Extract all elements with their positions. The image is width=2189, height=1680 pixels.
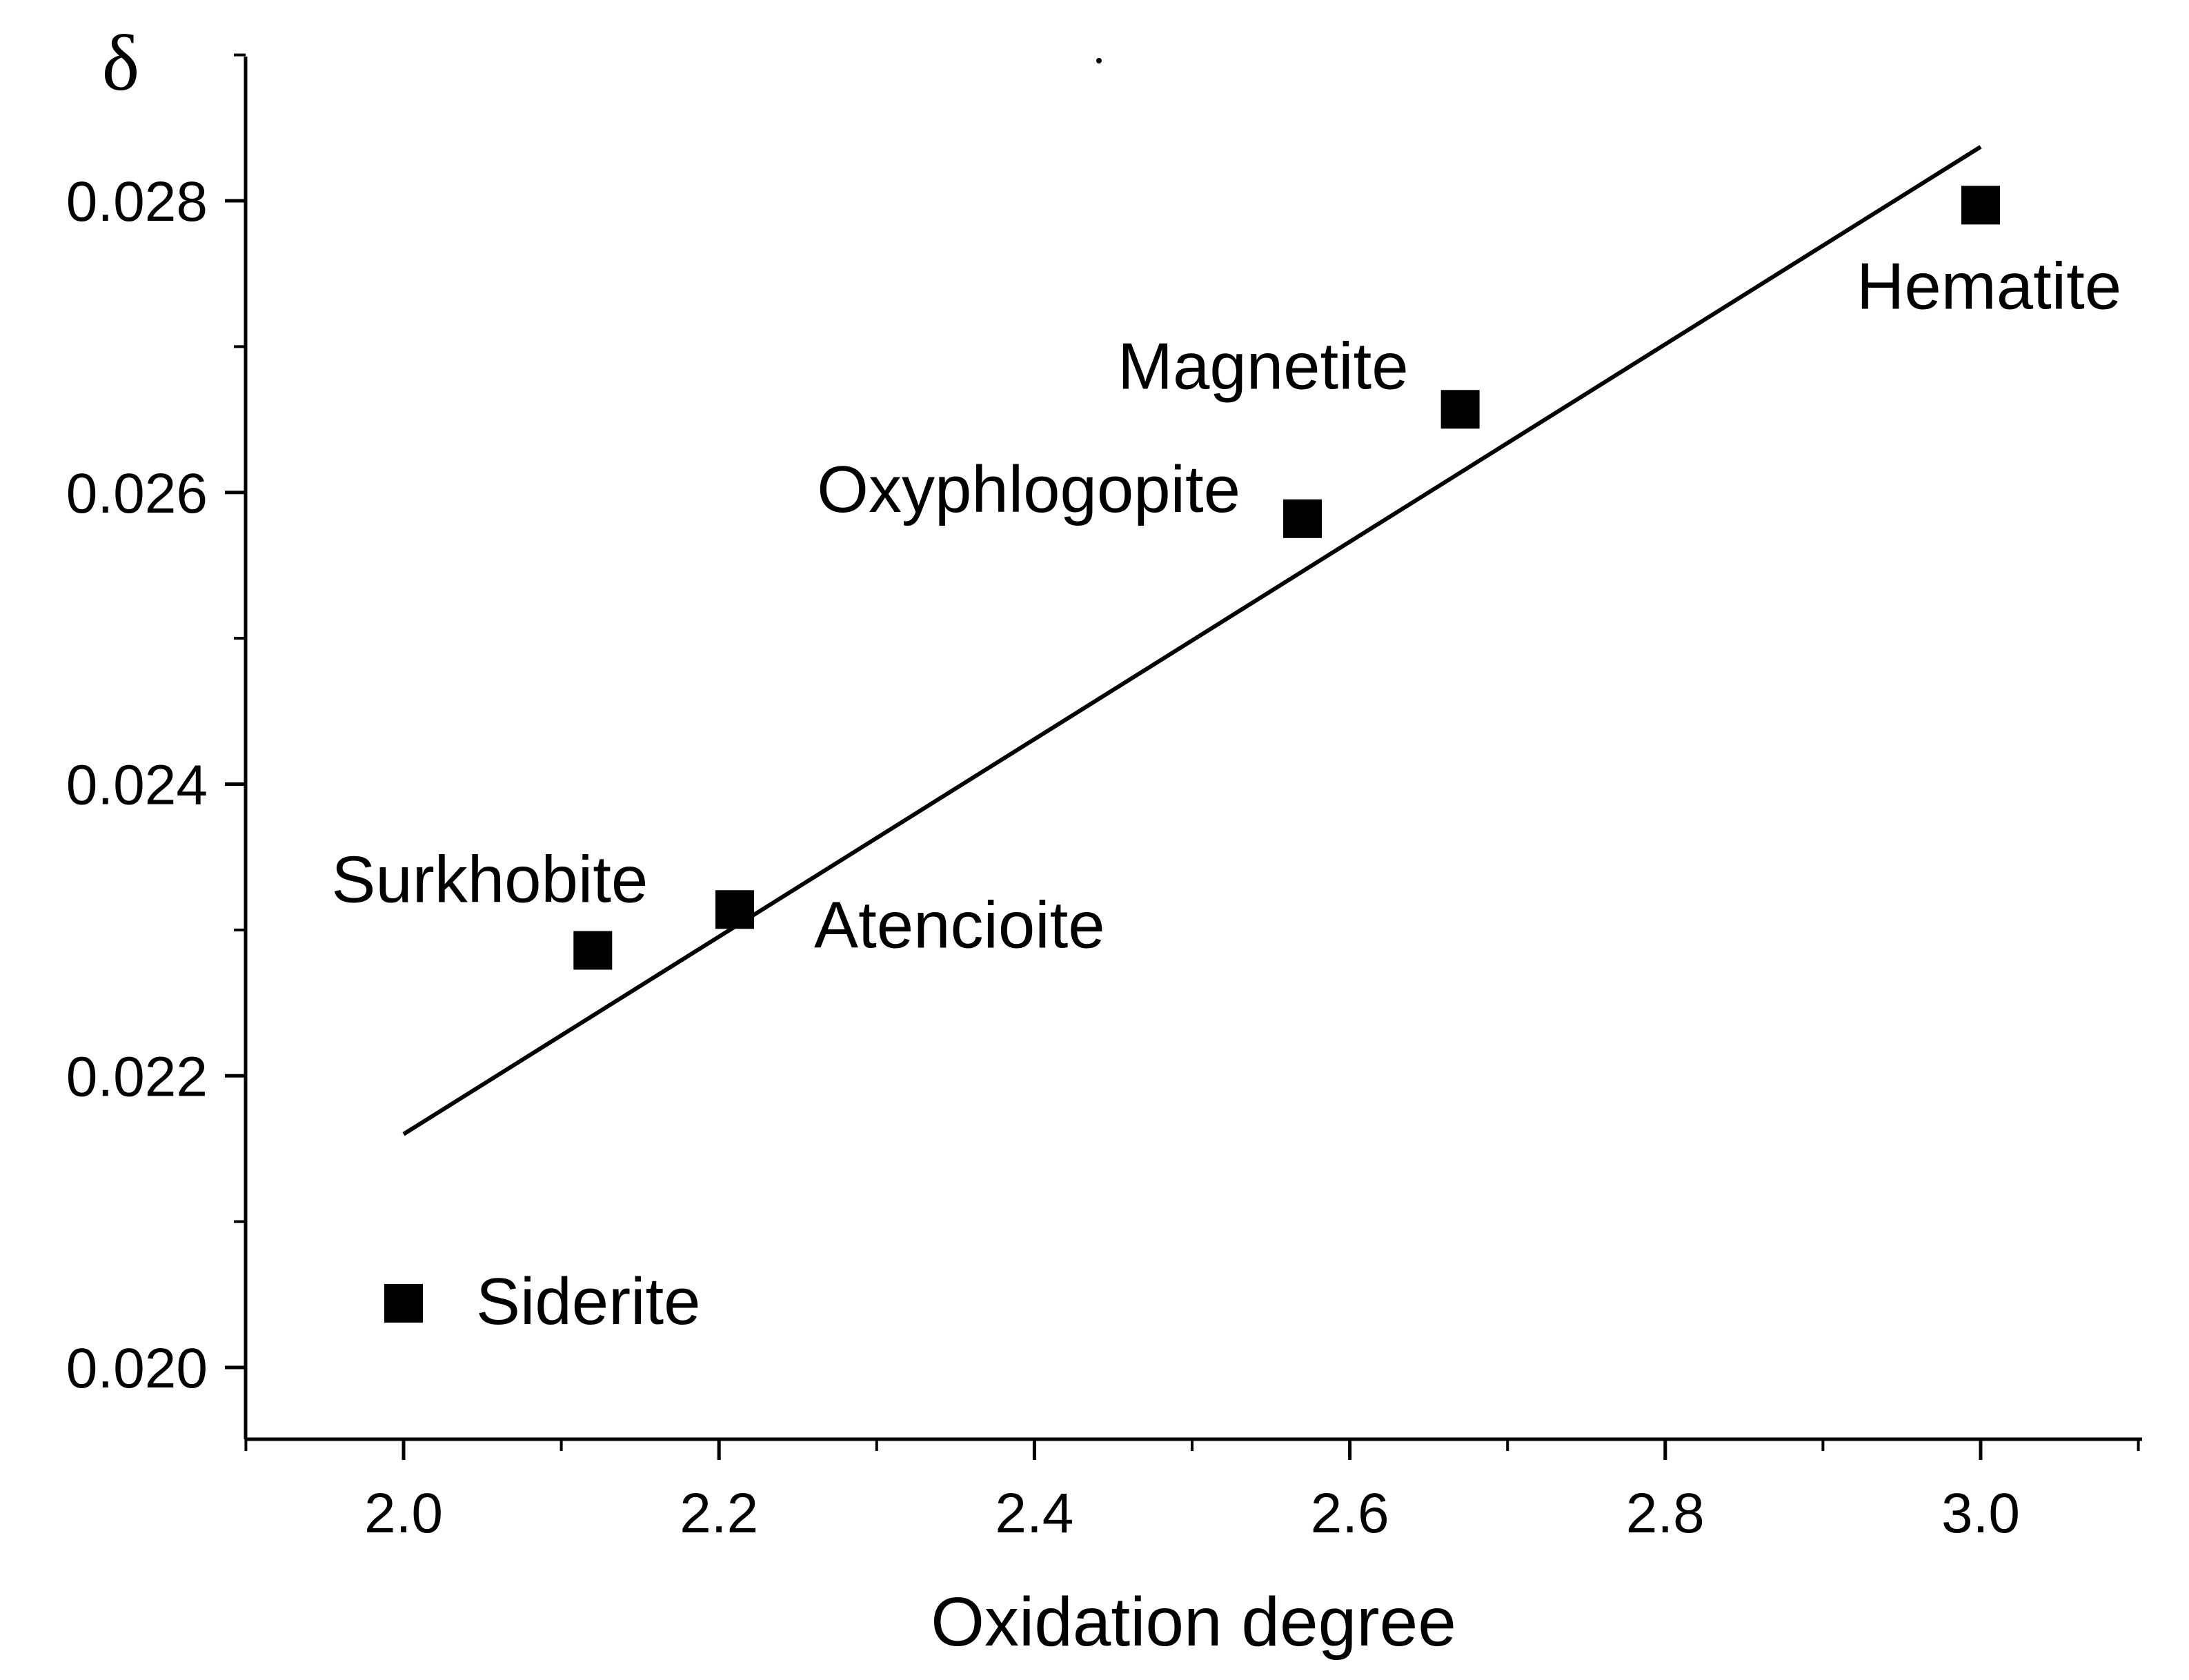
point-label: Oxyphlogopite xyxy=(817,453,1240,526)
point-marker xyxy=(573,931,613,970)
point-label: Magnetite xyxy=(1118,329,1409,403)
point-marker xyxy=(1440,390,1480,429)
point-label: Hematite xyxy=(1856,249,2121,323)
point-marker xyxy=(1283,499,1323,538)
y-ticks: 0.020 0.022 0.024 0.026 0.028 xyxy=(66,53,246,1400)
point-label: Surkhobite xyxy=(331,842,648,916)
x-ticks: 2.0 2.2 2.4 2.6 2.8 3.0 xyxy=(244,1439,2140,1545)
data-points: Siderite Surkhobite Atencioite Oxyphlogopit… xyxy=(331,186,2121,1338)
point-marker xyxy=(384,1283,423,1323)
y-tick-label: 0.028 xyxy=(66,170,208,233)
x-tick-label: 2.2 xyxy=(680,1482,758,1545)
x-axis-title: Oxidation degree xyxy=(931,1583,1456,1661)
x-tick-label: 2.6 xyxy=(1311,1482,1389,1545)
point-label: Siderite xyxy=(476,1265,701,1338)
y-tick-label: 0.024 xyxy=(66,754,208,817)
fit-line xyxy=(402,145,1982,1136)
point-marker xyxy=(1961,186,2000,225)
stray-dot xyxy=(1096,58,1102,63)
y-tick-label: 0.026 xyxy=(66,462,208,525)
y-tick-label: 0.022 xyxy=(66,1045,208,1108)
y-axis-title: δ xyxy=(102,19,140,108)
x-tick-label: 2.0 xyxy=(364,1482,443,1545)
x-tick-label: 2.8 xyxy=(1626,1482,1705,1545)
x-tick-label: 3.0 xyxy=(1941,1482,2020,1545)
y-tick-label: 0.020 xyxy=(66,1337,208,1400)
fit-line-group xyxy=(402,145,1982,1136)
point-marker xyxy=(715,890,755,929)
point-label: Atencioite xyxy=(814,888,1105,962)
x-tick-label: 2.4 xyxy=(995,1482,1073,1545)
